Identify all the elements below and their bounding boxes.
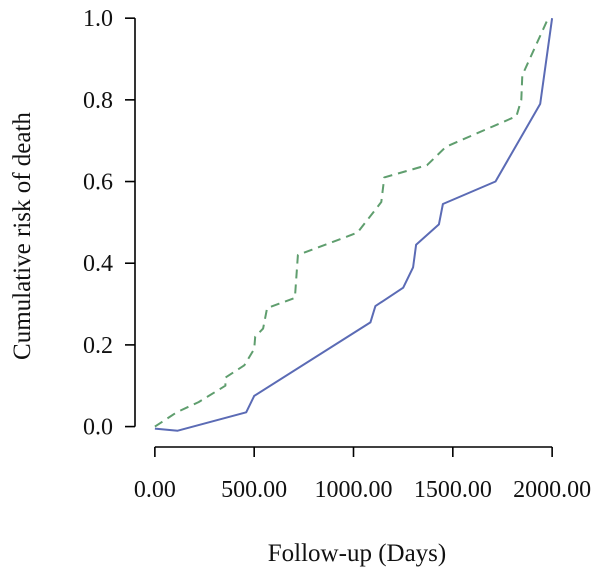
x-axis-title: Follow-up (Days) [268, 540, 446, 567]
x-tick-label: 1000.00 [315, 477, 393, 503]
series-line-2 [154, 17, 550, 428]
x-tick-label: 2000.00 [513, 477, 591, 503]
y-tick-label: 0.6 [83, 170, 113, 196]
x-tick-label: 1500.00 [414, 477, 492, 503]
axes: 0.0 0.2 0.4 0.6 0.8 1.0 0.00 500.00 1000.00 1500.… [83, 6, 591, 503]
x-tick-label: 0.00 [134, 477, 176, 503]
y-tick-label: 0.2 [83, 333, 113, 359]
y-tick-label: 0.8 [83, 88, 113, 114]
y-tick-label: 1.0 [83, 6, 113, 32]
x-tick-label: 500.00 [221, 477, 287, 503]
series-layer [154, 17, 554, 432]
y-axis-title: Cumulative risk of death [9, 112, 36, 360]
labels: Follow-up (Days) Cumulative risk of deat… [9, 112, 446, 567]
y-tick-label: 0.4 [83, 251, 113, 277]
y-tick-label: 0.0 [83, 415, 113, 441]
series-line-1 [154, 18, 554, 432]
